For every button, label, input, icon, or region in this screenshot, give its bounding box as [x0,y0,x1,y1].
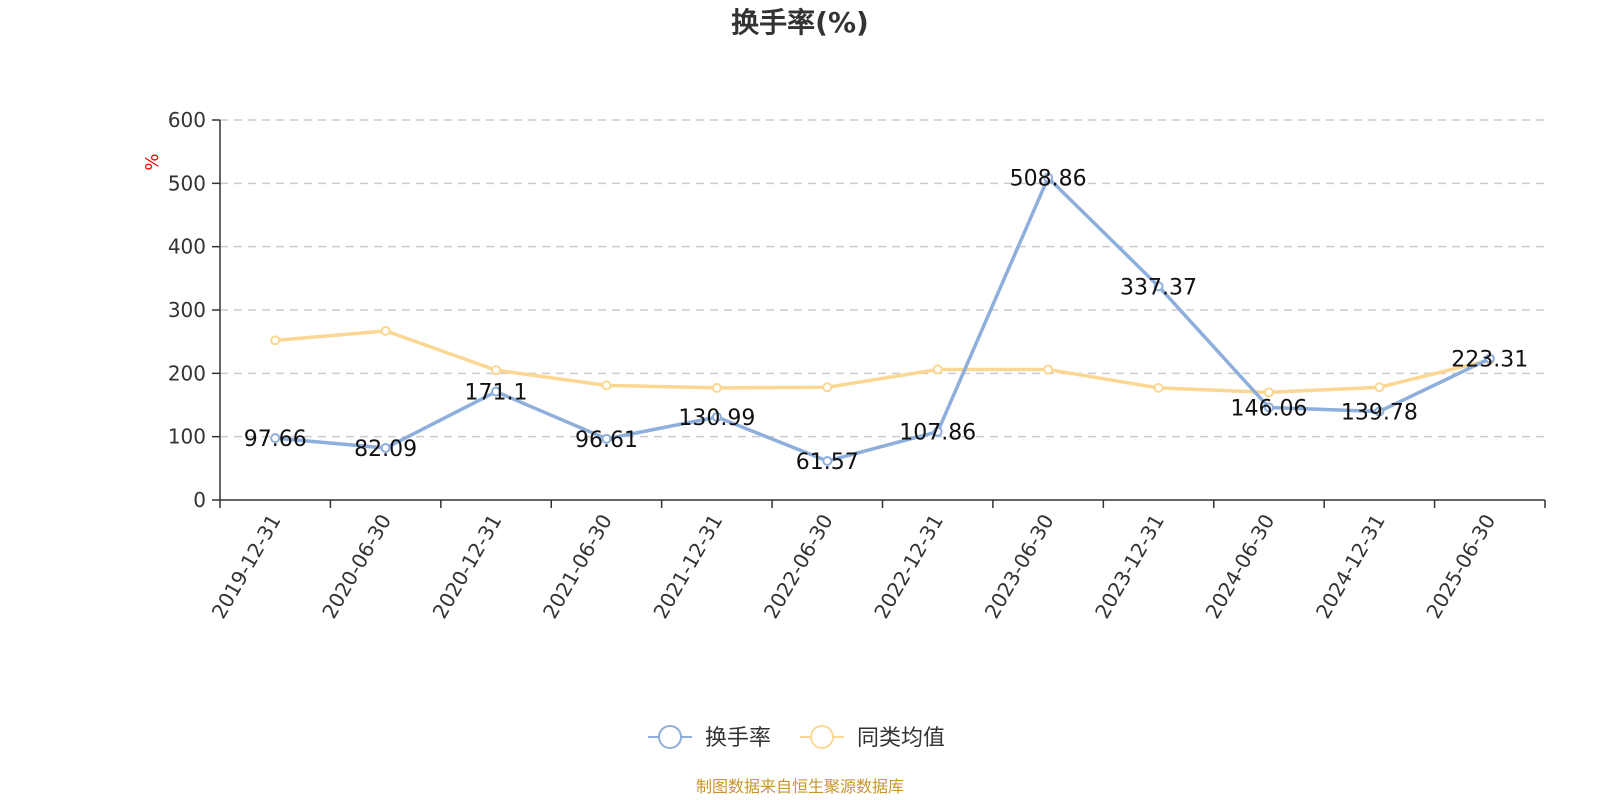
x-tick-label: 2022-12-31 [869,510,948,623]
data-point [932,364,943,375]
data-point [1374,382,1385,393]
data-point [932,426,943,437]
data-point [1153,281,1164,292]
data-label: 508.86 [1010,167,1087,192]
data-point [380,325,391,336]
x-tick-label: 2021-12-31 [648,510,727,623]
y-tick-label: 500 [168,171,206,195]
data-label: 139.78 [1341,400,1418,425]
data-point [711,412,722,423]
data-point [822,382,833,393]
legend-item-turnover[interactable]: 换手率 [648,725,771,751]
data-point [270,433,281,444]
data-label: 171.1 [465,381,528,406]
data-label: 130.99 [678,406,755,431]
data-labels: 97.66 82.09 171.1 96.61 130.99 61.57 107.86 508… [244,167,1529,475]
y-tick-label: 400 [168,235,206,259]
data-label: 223.31 [1451,348,1528,373]
legend-item-peer-average[interactable]: 同类均值 [800,725,945,751]
data-label: 82.09 [354,437,417,462]
x-tick-label: 2021-06-30 [538,510,617,623]
series-layer [270,172,1495,467]
y-tick-label: 100 [168,425,206,449]
y-axis: 0 100 200 300 400 500 600 [168,108,221,512]
x-tick-label: 2023-12-31 [1090,510,1169,623]
x-tick-label: 2020-12-31 [428,510,507,623]
data-point [1484,353,1495,364]
y-tick-label: 200 [168,361,206,385]
legend-marker [658,725,682,749]
data-point [601,433,612,444]
data-point [1153,382,1164,393]
x-tick-label: 2024-06-30 [1200,510,1279,623]
legend-label-peer-average: 同类均值 [857,726,945,751]
legend-marker [810,725,834,749]
data-point [491,386,502,397]
data-point [601,380,612,391]
series-line-turnover [275,175,1491,463]
x-tick-label: 2025-06-30 [1421,510,1500,623]
data-point [491,365,502,376]
x-tick-label: 2020-06-30 [317,510,396,623]
y-tick-label: 0 [193,488,206,512]
source-note: 制图数据来自恒生聚源数据库 [696,777,904,796]
data-point [1043,364,1054,375]
data-label: 97.66 [244,427,307,452]
y-tick-label: 300 [168,298,206,322]
data-point [1263,402,1274,413]
chart-title: 换手率(%) [731,6,869,39]
x-tick-label: 2024-12-31 [1311,510,1390,623]
legend-label-turnover: 换手率 [705,726,771,751]
data-label: 107.86 [899,421,976,446]
data-point [1374,406,1385,417]
y-tick-label: 600 [168,108,206,132]
x-axis: 2019-12-31 2020-06-30 2020-12-31 2021-06-30… [207,499,1546,623]
legend: 换手率 同类均值 [648,725,945,751]
x-tick-label: 2022-06-30 [759,510,838,623]
data-point [380,443,391,454]
series-line-peer-average [275,329,1491,395]
y-axis-unit: % [142,153,163,170]
data-label: 146.06 [1230,396,1307,421]
data-point [1043,172,1054,183]
data-label: 96.61 [575,428,638,453]
data-point [270,335,281,346]
x-tick-label: 2019-12-31 [207,510,286,623]
data-point [1263,387,1274,398]
x-tick-label: 2023-06-30 [980,510,1059,623]
data-point [711,382,722,393]
data-label: 61.57 [796,450,859,475]
gridlines [220,119,1545,438]
data-label: 337.37 [1120,275,1197,300]
data-point [822,456,833,467]
